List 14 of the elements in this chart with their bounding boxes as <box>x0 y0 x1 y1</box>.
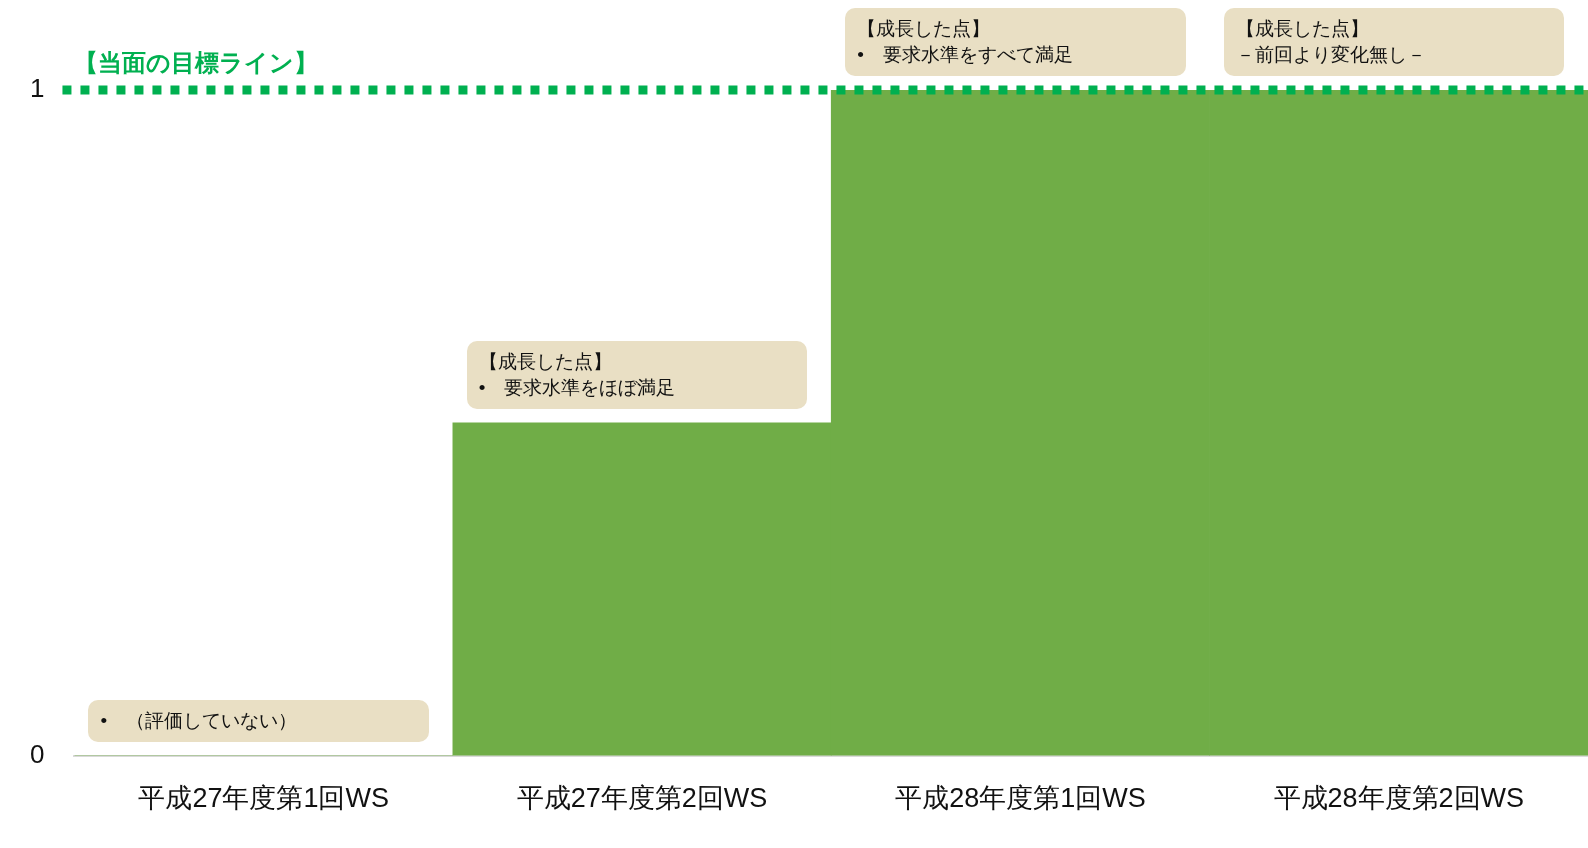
x-tick-label: 平成28年度第2回WS <box>1273 783 1525 814</box>
ref-line-label: 【当面の目標ライン】 <box>74 48 319 76</box>
note-box: 【成長した点】 －前回より変化無し－ <box>1223 8 1565 76</box>
y-tick-label: 0 <box>29 738 45 769</box>
x-tick-label: 平成27年度第1回WS <box>138 783 389 814</box>
note-box: 【成長した点】 • 要求水準をすべて満足 <box>845 8 1186 76</box>
x-tick-label: 平成27年度第2回WS <box>516 783 768 814</box>
x-tick-label: 平成28年度第1回WS <box>895 783 1146 814</box>
annotation: • 要求水準をほぼ満足 <box>478 375 677 400</box>
annotation: • （評価していない） <box>100 708 299 733</box>
y-tick-label: 1 <box>29 73 45 104</box>
annotation: 【成長した点】 <box>478 349 613 374</box>
note-box: • （評価していない） <box>88 699 429 742</box>
note-box: 【成長した点】 • 要求水準をほぼ満足 <box>466 340 808 409</box>
